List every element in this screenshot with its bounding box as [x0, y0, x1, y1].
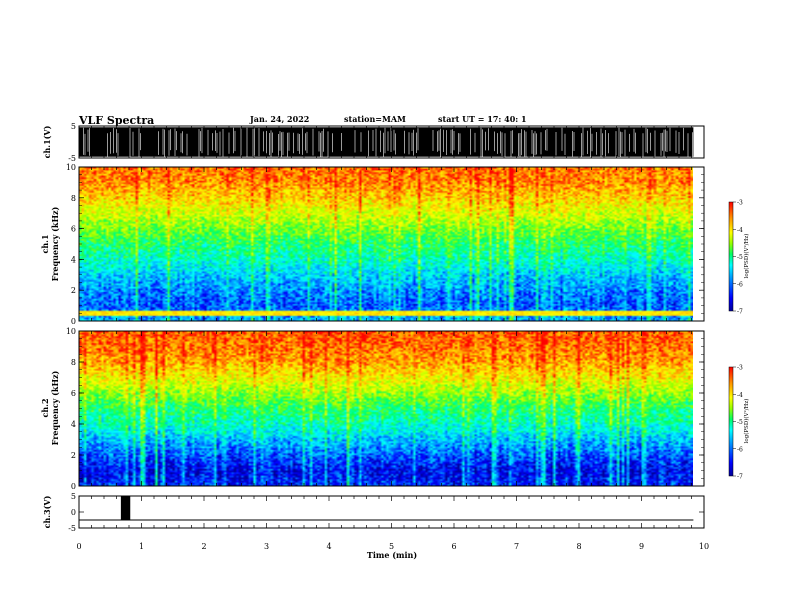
ch3-waveform-ytick-label: 5 — [71, 492, 76, 501]
x-tick-label: 5 — [389, 542, 394, 551]
x-tick-label: 4 — [326, 542, 331, 551]
ch1-waveform-ytick-label: -5 — [68, 154, 76, 163]
start-time-label: start UT = 17: 40: 1 — [438, 114, 527, 124]
ch1-waveform-fill — [79, 127, 694, 157]
x-tick-label: 2 — [201, 542, 206, 551]
ch1-spectrogram-ytick-label: 4 — [71, 255, 76, 264]
ch1-spectrogram-ytick-label: 2 — [71, 286, 76, 295]
ch2-spectrogram-image — [79, 331, 693, 486]
ch1-spectrogram-ytick-label: 0 — [71, 317, 76, 326]
colorbar-ch2-label: log(PSD)(V²/Hz) — [743, 399, 750, 444]
ch2-spectrogram-ytick-label: 0 — [71, 482, 76, 491]
colorbar-tick-label: -6 — [737, 446, 743, 453]
x-axis-label: Time (min) — [367, 550, 417, 560]
ch1-spectrogram-ytick-label: 6 — [71, 225, 76, 234]
chart-title: VLF Spectra — [79, 114, 155, 127]
colorbar-tick-label: -6 — [737, 281, 743, 288]
colorbar-tick-label: -7 — [737, 474, 743, 481]
ch3-waveform-ytick-label: -5 — [68, 524, 76, 533]
ch2-spectrogram-ylabel-ch: ch.2 — [40, 398, 50, 417]
ch3-waveform-ylabel: ch.3(V) — [42, 495, 52, 528]
colorbar-tick-label: -3 — [737, 200, 743, 207]
ch2-spectrogram-ytick-label: 4 — [71, 420, 76, 429]
colorbar-tick-label: -4 — [737, 392, 743, 399]
x-tick-label: 9 — [639, 542, 644, 551]
colorbar-tick-label: -3 — [737, 365, 743, 372]
ch1-spectrogram-ytick-label: 8 — [71, 194, 76, 203]
colorbar-tick-label: -5 — [737, 254, 743, 261]
x-tick-label: 8 — [576, 542, 581, 551]
colorbar-tick-label: -4 — [737, 227, 743, 234]
date-label: Jan. 24, 2022 — [250, 114, 310, 124]
x-tick-label: 1 — [139, 542, 144, 551]
ch3-waveform-pulse — [120, 496, 131, 520]
ch2-spectrogram-ytick-label: 8 — [71, 358, 76, 367]
x-tick-label: 7 — [514, 542, 519, 551]
colorbar-tick-label: -5 — [737, 419, 743, 426]
x-tick-label: 0 — [76, 542, 81, 551]
ch3-waveform-ytick-label: 0 — [71, 508, 76, 517]
ch2-spectrogram-ytick-label: 10 — [66, 327, 76, 336]
colorbar-ticks: -3 -4 -5 -6 -7 -3 -4 -5 -6 -7 — [733, 200, 743, 481]
colorbar-ch2-gradient — [728, 366, 734, 477]
ch2-spectrogram-ytick-label: 2 — [71, 451, 76, 460]
colorbar-tick-label: -7 — [737, 309, 743, 316]
station-label: station=MAM — [344, 114, 406, 124]
ch1-waveform-ytick-label: 5 — [71, 122, 76, 131]
ch1-waveform-ylabel: ch.1(V) — [42, 125, 52, 158]
x-tick-label: 10 — [699, 542, 709, 551]
x-tick-label: 3 — [264, 542, 269, 551]
ch1-spectrogram-ylabel-freq: Frequency (kHz) — [50, 206, 60, 281]
ch2-spectrogram-ylabel-freq: Frequency (kHz) — [50, 370, 60, 445]
colorbar-ch1-gradient — [728, 201, 734, 312]
colorbar-ch1-label: log(PSD)(V²/Hz) — [743, 234, 750, 279]
ch1-spectrogram-ylabel-ch: ch.1 — [40, 234, 50, 253]
ch2-spectrogram-ytick-label: 6 — [71, 389, 76, 398]
ch1-spectrogram-image — [79, 167, 693, 321]
plot-layer — [78, 127, 694, 521]
x-tick-label: 6 — [451, 542, 456, 551]
ch1-spectrogram-ytick-label: 10 — [66, 163, 76, 172]
